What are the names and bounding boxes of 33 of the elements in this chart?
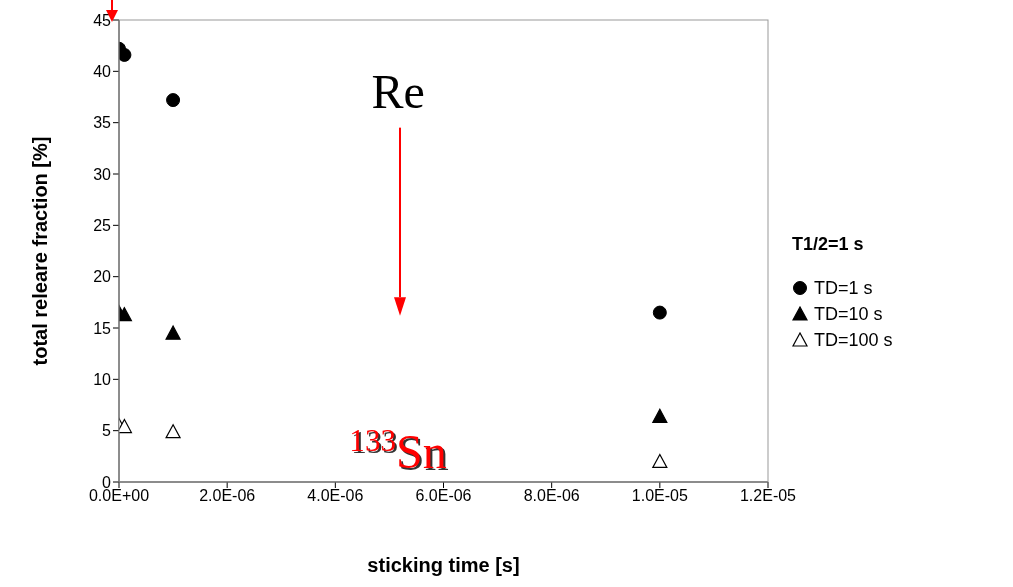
x-tick-label: 2.0E-06 <box>199 487 256 505</box>
x-tick-label: 8.0E-06 <box>523 487 580 505</box>
x-tick-label: 0.0E+00 <box>88 487 150 505</box>
legend-title: T1/2=1 s <box>792 234 865 255</box>
y-tick-label: 25 <box>93 217 112 235</box>
point <box>652 408 668 423</box>
legend-label: TD=10 s <box>814 303 883 325</box>
legend-label: TD=100 s <box>814 329 893 351</box>
y-tick-label: 45 <box>93 11 112 29</box>
y-tick-label: 30 <box>93 165 112 183</box>
y-tick-label: 35 <box>93 114 112 132</box>
point <box>166 93 181 108</box>
y-tick-label: 10 <box>93 371 112 389</box>
y-axis-title: total releare fraction [%] <box>29 136 52 366</box>
x-tick-label: 6.0E-06 <box>415 487 472 505</box>
point <box>652 453 668 469</box>
point <box>119 47 132 62</box>
point <box>119 418 133 434</box>
point <box>165 325 181 340</box>
point <box>119 307 133 322</box>
legend-label: TD=1 s <box>814 277 873 299</box>
y-tick-label: 20 <box>93 268 112 286</box>
x-axis-title: sticking time [s] <box>367 554 520 576</box>
y-tick-label: 15 <box>93 319 112 337</box>
x-tick-label: 1.2E-05 <box>739 487 797 505</box>
y-tick-label: 40 <box>93 63 112 81</box>
y-tick-label: 5 <box>102 422 112 440</box>
annotation: $^{133}$Sn <box>351 424 449 481</box>
annotation: Re <box>371 64 425 118</box>
point <box>165 424 181 439</box>
x-tick-label: 1.0E-05 <box>631 487 688 505</box>
point <box>652 305 667 320</box>
x-tick-label: 4.0E-06 <box>307 487 364 505</box>
